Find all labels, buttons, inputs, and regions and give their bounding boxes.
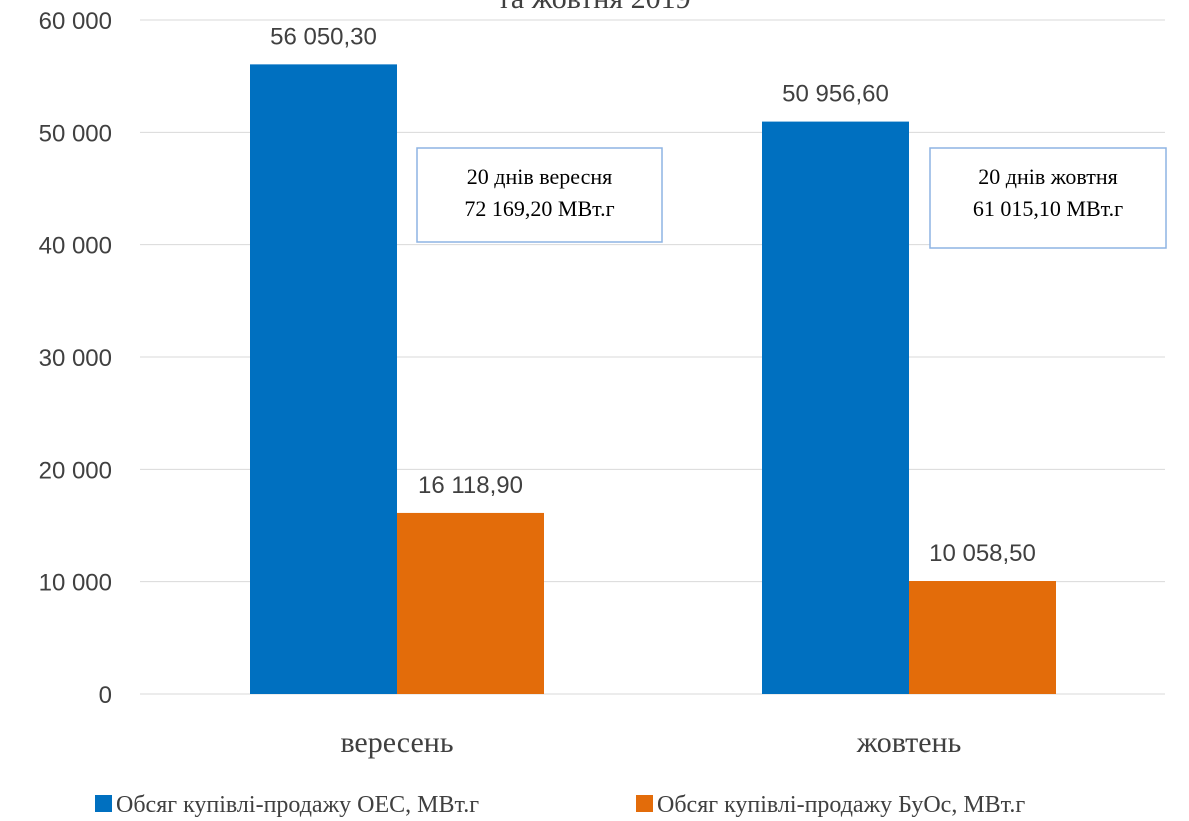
- bar-buos-0: [397, 512, 544, 694]
- chart-title: та жовтня 2019: [497, 0, 690, 15]
- data-label: 50 956,60: [782, 81, 889, 108]
- annotation-text: 20 днів вересня: [467, 164, 612, 189]
- annotations: 20 днів вересня 72 169,20 МВт.г 20 днів жо…: [416, 147, 1167, 249]
- bars: [250, 64, 1056, 695]
- y-tick-label: 10 000: [39, 570, 112, 597]
- y-tick-label: 20 000: [39, 457, 112, 484]
- legend-label: Обсяг купівлі-продажу БуОс, МВт.г: [657, 792, 1025, 818]
- legend-swatch: [95, 795, 112, 812]
- y-tick-label: 40 000: [39, 233, 112, 260]
- data-label: 56 050,30: [270, 23, 377, 50]
- annotation-box: 20 днів жовтня 61 015,10 МВт.г: [929, 147, 1167, 249]
- annotation-box: 20 днів вересня 72 169,20 МВт.г: [416, 147, 663, 243]
- y-axis-tick-labels: 0 10 000 20 000 30 000 40 000 50 000 60 000: [39, 8, 112, 709]
- bar-oes-1: [762, 121, 909, 694]
- y-tick-label: 50 000: [39, 120, 112, 147]
- data-label: 16 118,90: [418, 472, 523, 499]
- x-axis-category-labels: вересень жовтень: [340, 726, 961, 759]
- bar-buos-1: [909, 581, 1056, 694]
- bar-oes-0: [250, 64, 397, 695]
- chart-title-group: та жовтня 2019: [497, 0, 690, 15]
- y-tick-label: 60 000: [39, 8, 112, 35]
- x-category-label: вересень: [340, 726, 453, 759]
- y-tick-label: 0: [99, 682, 112, 709]
- annotation-text: 61 015,10 МВт.г: [973, 196, 1123, 221]
- legend-swatch: [636, 795, 653, 812]
- legend: Обсяг купівлі-продажу ОЕС, МВт.г Обсяг ку…: [95, 792, 1025, 818]
- annotation-text: 20 днів жовтня: [978, 164, 1117, 189]
- annotation-frame: [929, 147, 1167, 249]
- legend-label: Обсяг купівлі-продажу ОЕС, МВт.г: [116, 792, 479, 818]
- data-label: 10 058,50: [929, 540, 1036, 567]
- y-tick-label: 30 000: [39, 345, 112, 372]
- x-category-label: жовтень: [856, 726, 962, 759]
- annotation-frame: [416, 147, 663, 243]
- annotation-text: 72 169,20 МВт.г: [464, 196, 614, 221]
- data-labels: 56 050,30 50 956,60 16 118,90 10 058,50: [270, 23, 1036, 567]
